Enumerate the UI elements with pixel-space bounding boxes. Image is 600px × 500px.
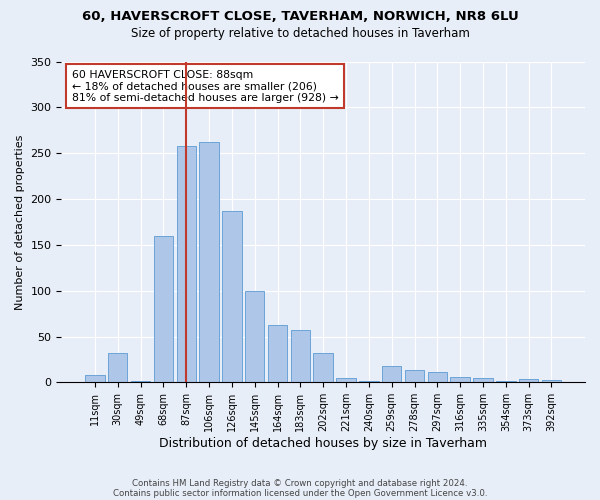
Bar: [85, 375, 104, 382]
Bar: [222, 211, 242, 382]
Text: 60, HAVERSCROFT CLOSE, TAVERHAM, NORWICH, NR8 6LU: 60, HAVERSCROFT CLOSE, TAVERHAM, NORWICH…: [82, 10, 518, 23]
Bar: [359, 380, 379, 382]
Bar: [199, 142, 219, 382]
Bar: [405, 370, 424, 382]
Y-axis label: Number of detached properties: Number of detached properties: [15, 134, 25, 310]
X-axis label: Distribution of detached houses by size in Taverham: Distribution of detached houses by size …: [159, 437, 487, 450]
Text: 60 HAVERSCROFT CLOSE: 88sqm
← 18% of detached houses are smaller (206)
81% of se: 60 HAVERSCROFT CLOSE: 88sqm ← 18% of det…: [72, 70, 338, 102]
Bar: [268, 324, 287, 382]
Bar: [313, 353, 333, 382]
Bar: [451, 377, 470, 382]
Bar: [176, 146, 196, 382]
Bar: [473, 378, 493, 382]
Bar: [337, 378, 356, 382]
Bar: [496, 380, 515, 382]
Text: Contains HM Land Registry data © Crown copyright and database right 2024.: Contains HM Land Registry data © Crown c…: [132, 478, 468, 488]
Bar: [290, 330, 310, 382]
Bar: [245, 290, 265, 382]
Bar: [108, 353, 127, 382]
Bar: [154, 236, 173, 382]
Text: Size of property relative to detached houses in Taverham: Size of property relative to detached ho…: [131, 28, 469, 40]
Bar: [542, 380, 561, 382]
Bar: [382, 366, 401, 382]
Bar: [131, 380, 150, 382]
Text: Contains public sector information licensed under the Open Government Licence v3: Contains public sector information licen…: [113, 488, 487, 498]
Bar: [519, 378, 538, 382]
Bar: [428, 372, 447, 382]
